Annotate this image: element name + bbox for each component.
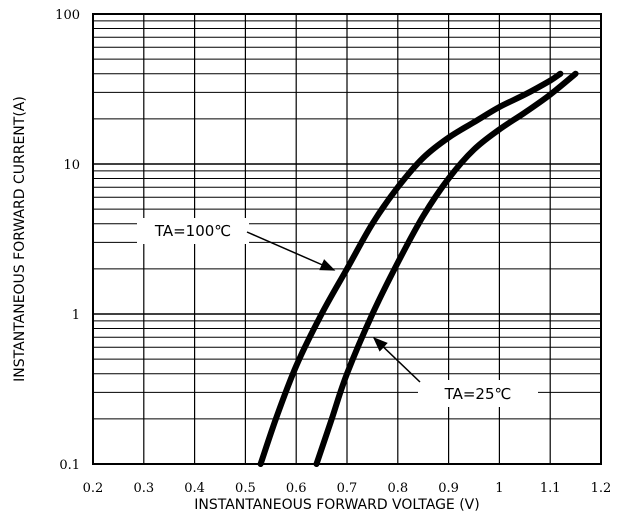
- x-tick-label: 0.6: [286, 481, 307, 496]
- y-tick-label: 1: [72, 308, 80, 323]
- x-tick-label: 0.5: [235, 481, 256, 496]
- x-tick-label: 1: [495, 481, 503, 496]
- x-tick-label: 0.9: [438, 481, 459, 496]
- y-tick-label: 10: [63, 158, 80, 173]
- annotation-arrow-2: [372, 336, 421, 383]
- series-line-1: [257, 70, 564, 467]
- annotation-box-1: [137, 218, 249, 244]
- annotation-box-2: [418, 380, 538, 407]
- plot-frame: [92, 13, 602, 465]
- x-axis-title: INSTANTANEOUS FORWARD VOLTAGE (V): [194, 497, 479, 513]
- x-tick-labels: 0.2 0.3 0.4 0.5 0.6 0.7 0.8 0.9 1 1.1 1.2: [83, 481, 612, 496]
- series-layer: [257, 70, 579, 467]
- x-tick-label: 0.3: [133, 481, 154, 496]
- annotation-label-2: TA=25℃: [444, 385, 512, 403]
- x-tick-label: 1.2: [591, 481, 612, 496]
- annotation-label-1: TA=100℃: [154, 222, 231, 240]
- series-line-2: [313, 70, 579, 467]
- y-axis-title: INSTANTANEOUS FORWARD CURRENT(A): [12, 96, 28, 382]
- x-tick-label: 0.2: [83, 481, 104, 496]
- y-tick-label: 100: [55, 8, 80, 23]
- x-tick-label: 1.1: [540, 481, 561, 496]
- annotation-arrow-1: [246, 231, 336, 271]
- x-tick-label: 0.8: [387, 481, 408, 496]
- y-tick-label: 0.1: [59, 458, 80, 473]
- y-tick-labels: 0.1 1 10 100: [55, 8, 80, 473]
- annotations: TA=100℃ TA=25℃: [137, 218, 538, 407]
- x-tick-label: 0.4: [184, 481, 205, 496]
- x-tick-label: 0.7: [337, 481, 358, 496]
